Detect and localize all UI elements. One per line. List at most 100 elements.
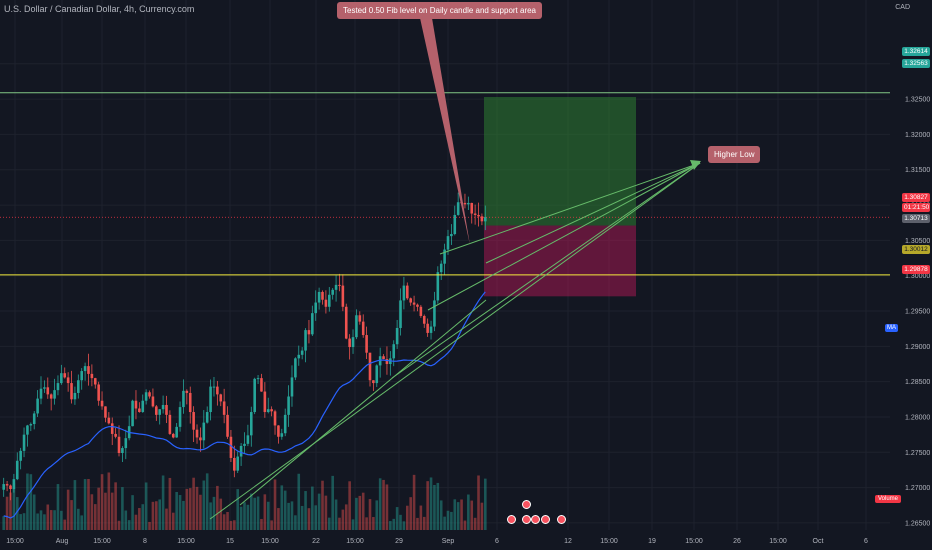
volume-bar <box>97 488 100 530</box>
ca-flag-icon[interactable] <box>522 515 531 524</box>
volume-bar <box>179 495 182 530</box>
candle-body <box>19 451 22 461</box>
candle-body <box>84 366 87 371</box>
candle-body <box>406 286 409 299</box>
ca-flag-icon[interactable] <box>531 515 540 524</box>
symbol-title[interactable]: U.S. Dollar / Canadian Dollar, 4h, Curre… <box>4 4 194 14</box>
fib-note-callout[interactable]: Tested 0.50 Fib level on Daily candle an… <box>337 2 542 19</box>
us-flag-icon[interactable] <box>522 500 531 509</box>
time-axis: 15:00 Aug 15:00 8 15:00 15 15:00 22 15:00 29 Sep 6 1… <box>6 538 868 545</box>
candle-body <box>230 437 233 458</box>
candle-body <box>484 217 487 221</box>
volume-bar <box>335 500 338 530</box>
candle-body <box>74 393 77 399</box>
time-tick-label: 29 <box>395 538 403 545</box>
volume-bar <box>196 487 199 530</box>
volume-bar <box>484 479 487 530</box>
candle-body <box>63 373 66 377</box>
volume-legend-badge[interactable]: Volume <box>875 495 901 503</box>
volume-bar <box>186 489 189 530</box>
volume-bar <box>230 521 233 530</box>
volume-bar <box>467 495 470 530</box>
volume-bar <box>152 502 155 530</box>
volume-bar <box>386 484 389 530</box>
time-tick-label: 6 <box>495 538 499 545</box>
candle-body <box>308 330 311 334</box>
higher-low-callout[interactable]: Higher Low <box>708 146 760 163</box>
volume-bar <box>121 487 124 530</box>
volume-bar <box>141 504 144 530</box>
volume-bar <box>33 494 36 530</box>
time-tick-label: Oct <box>813 538 824 545</box>
us-flag-icon[interactable] <box>507 515 516 524</box>
volume-bar <box>236 489 239 530</box>
candle-body <box>328 295 331 307</box>
candle-body <box>13 479 16 489</box>
volume-bar <box>474 518 477 530</box>
volume-bar <box>74 480 77 530</box>
volume-bar <box>270 520 273 530</box>
volume-bar <box>308 508 311 530</box>
candle-body <box>209 387 212 412</box>
time-tick-label: 15:00 <box>685 538 703 545</box>
ma-legend-badge[interactable]: MA <box>885 324 898 332</box>
price-tick-label: 1.27500 <box>905 450 930 457</box>
volume-bar <box>87 479 90 530</box>
candle-body <box>437 272 440 300</box>
candle-body <box>219 394 222 401</box>
volume-bar <box>63 520 66 530</box>
candle-body <box>36 399 39 414</box>
volume-bar <box>26 474 29 530</box>
price-tick-label: 1.32500 <box>905 97 930 104</box>
candle-body <box>70 383 73 399</box>
volume-bar <box>118 521 121 530</box>
candle-body <box>311 313 314 334</box>
volume-bar <box>342 510 345 530</box>
volume-bar <box>199 495 202 530</box>
volume-bar <box>50 510 53 530</box>
volume-bar <box>437 483 440 530</box>
candle-body <box>243 444 246 446</box>
gray-price-tag: 1.30713 <box>902 214 930 223</box>
candle-body <box>453 215 456 234</box>
candle-body <box>253 379 256 412</box>
volume-bar <box>470 501 473 530</box>
candle-body <box>433 300 436 326</box>
candle-body <box>335 285 338 290</box>
candle-body <box>94 378 97 384</box>
yellow-level-tag: 1.30012 <box>902 245 930 254</box>
candle-body <box>145 392 148 400</box>
candle-body <box>342 286 345 307</box>
volume-bar <box>172 513 175 530</box>
candle-body <box>192 412 195 430</box>
volume-bar <box>426 481 429 530</box>
ca-flag-icon[interactable] <box>541 515 550 524</box>
ca-flag-icon[interactable] <box>557 515 566 524</box>
volume-bar <box>314 505 317 530</box>
candle-body <box>148 392 151 396</box>
candle-body <box>216 387 219 395</box>
candle-body <box>80 371 83 380</box>
candle-body <box>97 384 100 400</box>
candle-body <box>108 418 111 424</box>
candle-body <box>403 286 406 301</box>
candle-body <box>67 377 70 383</box>
candle-body <box>226 415 229 437</box>
candle-body <box>175 427 178 438</box>
price-tick-label: 1.29000 <box>905 344 930 351</box>
volume-bar <box>301 506 304 530</box>
volume-bar <box>203 481 206 530</box>
volume-bar <box>464 521 467 530</box>
position-zones <box>484 97 636 296</box>
candle-body <box>236 457 239 471</box>
volume-bar <box>331 476 334 530</box>
volume-bar <box>165 509 168 530</box>
volume-bar <box>23 513 26 530</box>
candle-body <box>284 415 287 433</box>
volume-bar <box>226 512 229 530</box>
candle-body <box>50 394 53 398</box>
volume-bar <box>409 497 412 530</box>
volume-bar <box>460 499 463 530</box>
